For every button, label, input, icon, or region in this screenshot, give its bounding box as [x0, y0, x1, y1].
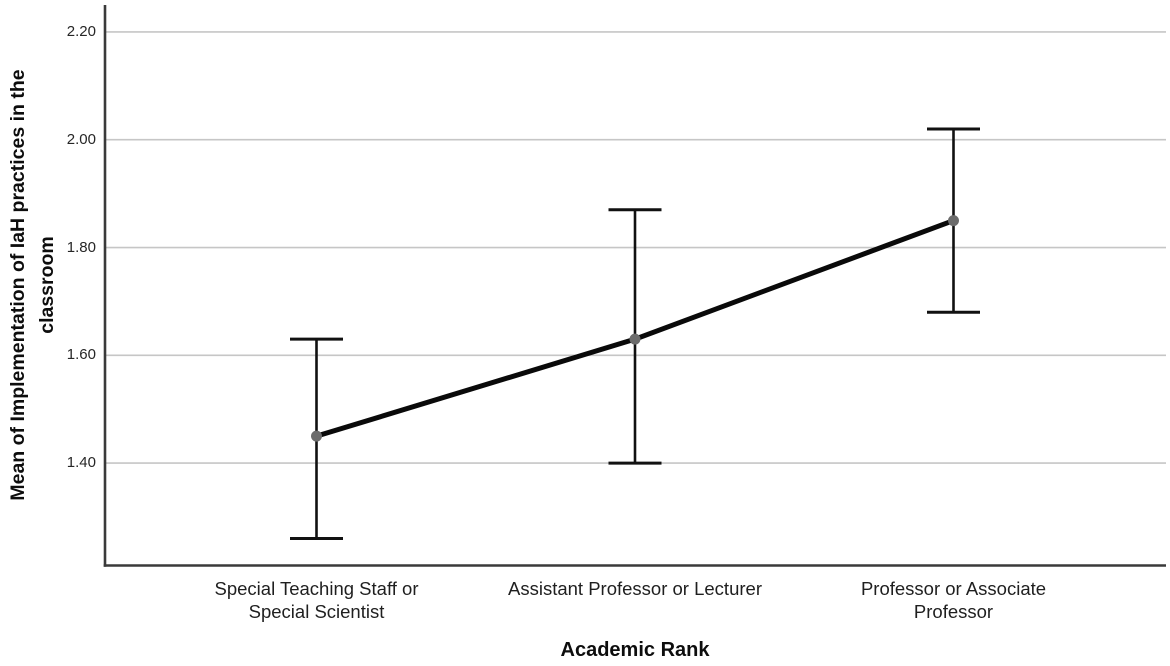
x-category-label-line: Special Scientist — [248, 601, 385, 622]
data-point-marker — [629, 333, 641, 345]
y-axis-title-line-2: classroom — [36, 236, 58, 334]
x-axis-title: Academic Rank — [560, 639, 710, 661]
x-category-label-line: Special Teaching Staff or — [214, 578, 419, 599]
x-category-label-line: Professor — [913, 601, 994, 622]
y-tick-label: 2.20 — [66, 22, 96, 40]
y-tick-label: 2.00 — [66, 130, 96, 148]
y-tick-label: 1.40 — [66, 454, 96, 472]
x-category-label-line: Professor or Associate — [860, 578, 1047, 599]
x-category-label: Special Teaching Staff or Special Scienti… — [137, 577, 497, 623]
x-category-label: Assistant Professor or Lecturer — [455, 577, 815, 600]
x-category-label: Professor or Associate Professor — [774, 577, 1134, 623]
data-point-marker — [311, 430, 322, 442]
y-tick-label: 1.60 — [66, 346, 96, 364]
y-axis-title: Mean of Implementation of IaH practices … — [4, 0, 62, 615]
y-tick-label: 1.80 — [66, 238, 96, 256]
y-axis-title-line-1: Mean of Implementation of IaH practices … — [7, 69, 29, 501]
data-point-marker — [948, 215, 959, 227]
x-category-label-line: Assistant Professor or Lecturer — [508, 578, 762, 599]
